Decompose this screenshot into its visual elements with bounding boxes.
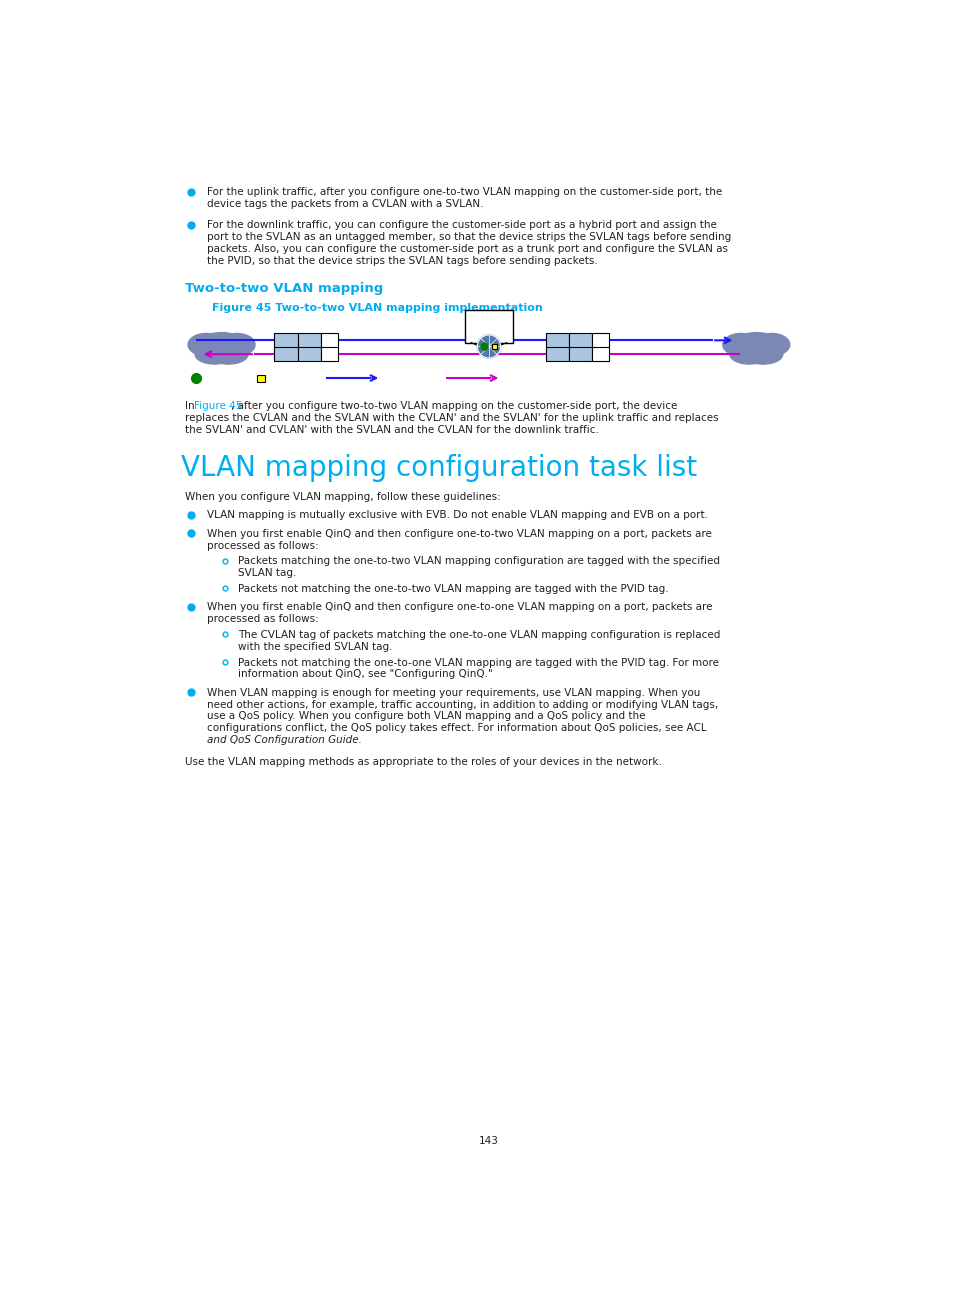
Bar — [568, 347, 592, 362]
Text: Packets matching the one-to-two VLAN mapping configuration are tagged with the s: Packets matching the one-to-two VLAN map… — [237, 556, 720, 566]
Ellipse shape — [218, 333, 254, 356]
Text: VLAN mapping is mutually exclusive with EVB. Do not enable VLAN mapping and EVB : VLAN mapping is mutually exclusive with … — [207, 511, 707, 521]
Bar — [592, 333, 608, 347]
Text: Use the VLAN mapping methods as appropriate to the roles of your devices in the : Use the VLAN mapping methods as appropri… — [185, 757, 661, 766]
Bar — [492, 343, 497, 349]
Text: In: In — [185, 402, 198, 411]
Text: replaces the CVLAN and the SVLAN with the CVLAN' and the SVLAN' for the uplink t: replaces the CVLAN and the SVLAN with th… — [185, 413, 718, 422]
Text: When you first enable QinQ and then configure one-to-one VLAN mapping on a port,: When you first enable QinQ and then conf… — [207, 603, 712, 612]
Bar — [274, 333, 297, 347]
Bar — [257, 375, 265, 382]
Text: use a QoS policy. When you configure both VLAN mapping and a QoS policy and the: use a QoS policy. When you configure bot… — [207, 712, 644, 722]
Text: the PVID, so that the device strips the SVLAN tags before sending packets.: the PVID, so that the device strips the … — [207, 257, 597, 266]
Ellipse shape — [196, 333, 247, 362]
Text: When you first enable QinQ and then configure one-to-two VLAN mapping on a port,: When you first enable QinQ and then conf… — [207, 529, 711, 539]
Text: need other actions, for example, traffic accounting, in addition to adding or mo: need other actions, for example, traffic… — [207, 700, 718, 709]
Text: , after you configure two-to-two VLAN mapping on the customer-side port, the dev: , after you configure two-to-two VLAN ma… — [231, 402, 677, 411]
Text: packets. Also, you can configure the customer-side port as a trunk port and conf: packets. Also, you can configure the cus… — [207, 244, 727, 254]
Text: with the specified SVLAN tag.: with the specified SVLAN tag. — [237, 642, 392, 652]
Bar — [568, 333, 592, 347]
Bar — [545, 333, 568, 347]
Ellipse shape — [194, 345, 233, 364]
Ellipse shape — [209, 345, 248, 364]
Bar — [274, 347, 297, 362]
Text: processed as follows:: processed as follows: — [207, 540, 318, 551]
Text: Two-to-two VLAN mapping: Two-to-two VLAN mapping — [185, 281, 383, 294]
Text: processed as follows:: processed as follows: — [207, 614, 318, 625]
Text: information about QinQ, see "Configuring QinQ.": information about QinQ, see "Configuring… — [237, 670, 492, 679]
Ellipse shape — [730, 333, 781, 362]
Bar — [297, 347, 320, 362]
Text: Packets not matching the one-to-two VLAN mapping are tagged with the PVID tag.: Packets not matching the one-to-two VLAN… — [237, 584, 668, 594]
Text: port to the SVLAN as an untagged member, so that the device strips the SVLAN tag: port to the SVLAN as an untagged member,… — [207, 232, 730, 242]
Text: and QoS Configuration Guide.: and QoS Configuration Guide. — [207, 735, 361, 745]
Ellipse shape — [729, 345, 768, 364]
Ellipse shape — [188, 333, 224, 356]
Text: Figure 45: Figure 45 — [193, 402, 242, 411]
Bar — [320, 333, 337, 347]
Text: 143: 143 — [478, 1137, 498, 1147]
Text: For the downlink traffic, you can configure the customer-side port as a hybrid p: For the downlink traffic, you can config… — [207, 220, 716, 231]
Ellipse shape — [722, 333, 759, 356]
Bar — [320, 347, 337, 362]
Text: When you configure VLAN mapping, follow these guidelines:: When you configure VLAN mapping, follow … — [185, 492, 500, 503]
Text: SVLAN tag.: SVLAN tag. — [237, 568, 295, 578]
Bar — [545, 347, 568, 362]
Text: VLAN mapping configuration task list: VLAN mapping configuration task list — [181, 454, 697, 482]
Text: The CVLAN tag of packets matching the one-to-one VLAN mapping configuration is r: The CVLAN tag of packets matching the on… — [237, 630, 720, 640]
Text: Figure 45 Two-to-two VLAN mapping implementation: Figure 45 Two-to-two VLAN mapping implem… — [212, 303, 542, 314]
Text: When VLAN mapping is enough for meeting your requirements, use VLAN mapping. Whe: When VLAN mapping is enough for meeting … — [207, 688, 700, 697]
Text: the SVLAN' and CVLAN' with the SVLAN and the CVLAN for the downlink traffic.: the SVLAN' and CVLAN' with the SVLAN and… — [185, 425, 598, 435]
Text: device tags the packets from a CVLAN with a SVLAN.: device tags the packets from a CVLAN wit… — [207, 200, 483, 209]
Bar — [464, 310, 513, 342]
Ellipse shape — [753, 333, 789, 356]
Text: configurations conflict, the QoS policy takes effect. For information about QoS : configurations conflict, the QoS policy … — [207, 723, 706, 734]
Bar — [592, 347, 608, 362]
Circle shape — [476, 334, 500, 358]
Ellipse shape — [743, 345, 782, 364]
Bar — [297, 333, 320, 347]
Text: For the uplink traffic, after you configure one-to-two VLAN mapping on the custo: For the uplink traffic, after you config… — [207, 187, 721, 197]
Text: Packets not matching the one-to-one VLAN mapping are tagged with the PVID tag. F: Packets not matching the one-to-one VLAN… — [237, 657, 718, 667]
